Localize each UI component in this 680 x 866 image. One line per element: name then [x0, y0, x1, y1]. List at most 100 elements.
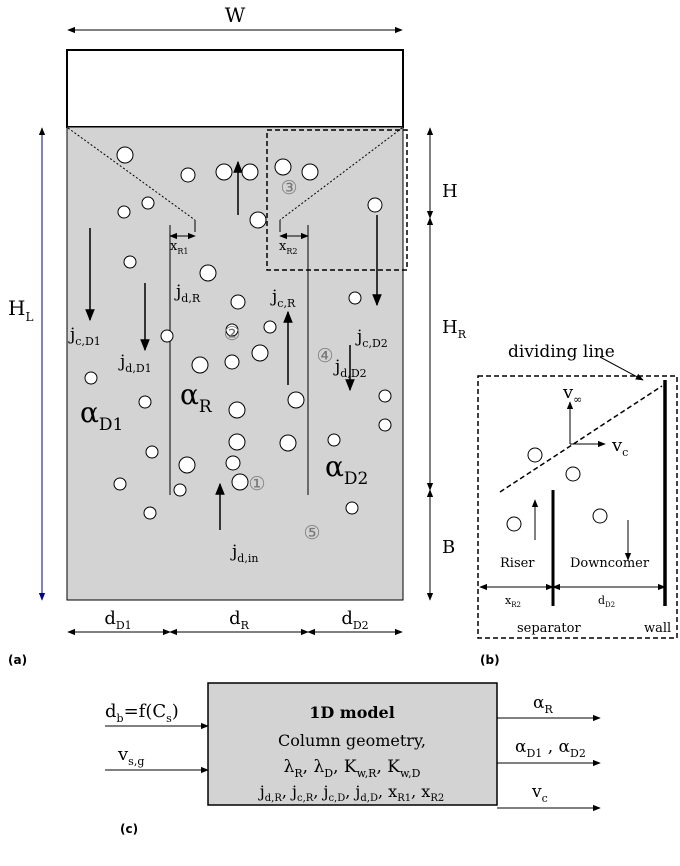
zone-number: ⑤	[303, 522, 320, 544]
label: jd,D2​	[333, 357, 367, 380]
zone-number: ①	[248, 473, 265, 495]
label: 1D model	[309, 703, 395, 722]
bubble	[123, 255, 137, 269]
label-text: v	[611, 435, 623, 456]
bubble	[113, 477, 127, 491]
label-subscript: R1	[177, 247, 188, 256]
bubble	[287, 391, 305, 409]
label-subscript: D2	[353, 619, 369, 632]
label: vc​	[531, 782, 548, 805]
bubble	[251, 344, 269, 362]
bubble	[228, 401, 246, 419]
label-text: α	[80, 396, 99, 429]
label: dR​	[229, 608, 250, 632]
label-subscript: c	[542, 792, 548, 805]
label-text: H	[8, 296, 25, 320]
label: dD2​	[341, 608, 368, 632]
label-subscript: d,R	[265, 793, 283, 804]
label: Riser	[500, 556, 535, 571]
label-subscript: c,R	[277, 297, 296, 310]
label-text: j	[230, 542, 237, 562]
label: jd,R​, jc,R​, jc,D​, jd,D​, xR1​, xR2​	[258, 782, 444, 804]
label: jc,D2​	[355, 327, 388, 350]
detail-lines	[479, 356, 667, 606]
bubble	[84, 371, 98, 385]
bubble	[143, 506, 157, 520]
label: separator	[517, 621, 581, 636]
bubble	[241, 163, 259, 181]
label: db​=f(Cs​)	[105, 701, 179, 725]
label: vs,g​	[117, 744, 144, 768]
bubble	[215, 163, 233, 181]
bubble	[178, 456, 196, 474]
label: jd,R​	[174, 282, 201, 305]
label: dividing line	[508, 342, 615, 362]
label-text: v	[562, 382, 574, 403]
bubble	[279, 434, 297, 452]
label: jc,R​	[270, 287, 296, 310]
label-subscript: ∞	[573, 393, 582, 406]
label-subscript: L	[25, 310, 33, 324]
bubble	[138, 395, 152, 409]
label-subscript: d,D2	[340, 367, 366, 380]
label-text: d	[104, 608, 116, 629]
label-subscript: R2	[286, 247, 297, 256]
label: αD1​ , αD2​	[515, 737, 586, 760]
label-text: , j	[345, 782, 360, 801]
label-text: , K	[376, 757, 400, 777]
label-text: α	[325, 450, 344, 483]
label-subscript: s	[166, 712, 172, 725]
model-box	[207, 682, 498, 806]
label-subscript: c	[622, 446, 628, 459]
bubble	[191, 356, 209, 374]
label-text: j	[68, 325, 75, 345]
label: jd,in​	[230, 542, 258, 565]
label-text: , x	[411, 782, 430, 801]
label-subscript: w,D	[400, 767, 421, 780]
label-text: H	[442, 317, 458, 338]
label: B	[442, 537, 455, 558]
label: Column geometry,	[278, 731, 426, 750]
label: H	[442, 181, 458, 202]
flow-arrows	[85, 160, 382, 530]
io-arrows	[105, 714, 601, 812]
zone-number: ③	[280, 177, 297, 199]
label-subscript: D2	[605, 601, 615, 609]
label-text: x	[505, 594, 512, 607]
label-text: d	[598, 594, 605, 607]
label: xR2​	[279, 239, 297, 256]
label-text: α	[515, 737, 527, 757]
label-subscript: D1	[99, 415, 123, 435]
bubble	[348, 291, 362, 305]
bubble	[160, 329, 174, 343]
label: dD2​	[598, 594, 615, 609]
bubble	[345, 501, 359, 515]
label-text: j	[174, 282, 181, 302]
dimension-arrows	[38, 26, 434, 636]
label-text: j	[270, 287, 277, 307]
label: jc,D1​	[68, 325, 101, 348]
zone-number: ②	[223, 323, 240, 345]
funnel	[67, 127, 408, 495]
label-text: , j	[313, 782, 328, 801]
label: jd,D1​	[118, 352, 152, 375]
label-subscript: d,D	[360, 793, 378, 804]
label: αR​	[180, 378, 213, 417]
bubble	[274, 158, 292, 176]
label-subscript: R1	[397, 793, 411, 804]
label: αD2​	[325, 450, 368, 489]
label: αR​	[533, 693, 553, 716]
label-subscript: D2	[570, 747, 586, 760]
label-text: α	[180, 378, 199, 411]
bubble	[180, 167, 196, 183]
zone-number: ④	[316, 345, 333, 367]
bubble	[301, 163, 319, 181]
label-text: )	[172, 701, 179, 722]
label: xR1​	[170, 239, 188, 256]
label-text: x	[279, 239, 287, 254]
label-subscript: R	[294, 767, 303, 780]
label-text: j	[258, 782, 265, 801]
caption: (b)	[480, 653, 500, 667]
bubble	[173, 483, 187, 497]
